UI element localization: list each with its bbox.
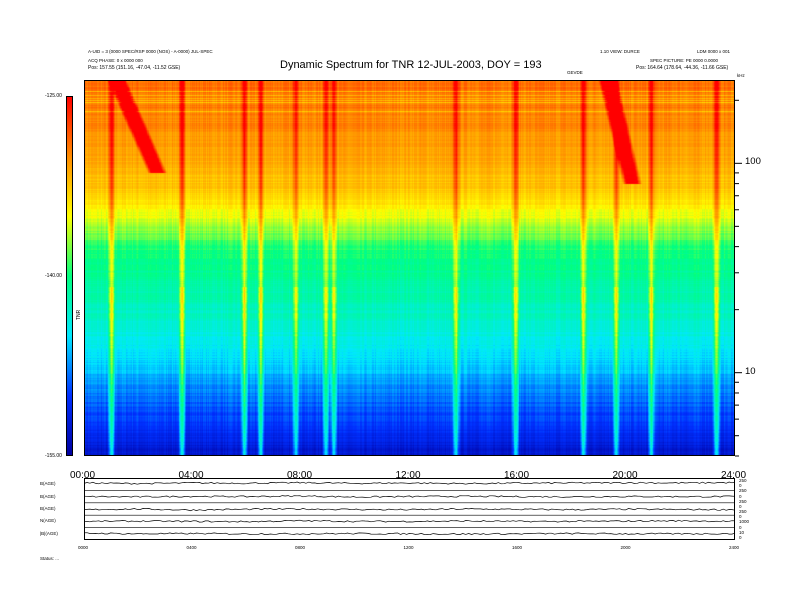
event-marker-label: GEVDE [567,70,583,75]
header-right-position: Pos: 164.64 (178.64, -44.36, -11.66 GSE) [636,65,729,71]
aux-x-tick-label: 0400 [186,545,197,550]
header-left-line1: A-UID = 3 (0000 SPEC/RSP 0000 (NOS) - A-… [88,49,213,54]
aux-x-tick-label: 2400 [729,545,740,550]
aux-series-line [84,495,736,498]
aux-series-line [84,507,736,512]
header-left-position: Pos: 157.55 (151.16, -47.04, -11.52 GSE) [88,65,181,71]
x-tick-label: 08:00 [287,470,313,481]
aux-right-tick-label: 0 [739,514,742,520]
header-right-line2: LDM 0000 x 001 [697,49,731,54]
auxiliary-timeseries-panel [84,478,736,540]
aux-series-label: B(AGE) [40,481,56,487]
aux-right-tick-label: 0 [739,493,742,499]
header-left-line2: ACQ PHASE: 0 x 0000 000 [88,58,143,63]
chart-title: Dynamic Spectrum for TNR 12-JUL-2003, DO… [280,59,542,71]
aux-right-tick-label: 0 [739,534,742,540]
aux-right-tick-label: 0 [739,483,742,489]
x-tick-label: 00:00 [70,470,96,481]
header-right-line3: SPEC PICTURE: PE 0000 0.0000 [650,58,719,63]
aux-series-line [84,481,736,485]
colorbar [66,96,73,456]
aux-series-label: B(AGE) [40,506,56,511]
x-tick-label: 04:00 [178,470,204,481]
x-tick-label: 12:00 [395,470,421,481]
aux-x-tick-label: 0000 [78,545,89,550]
aux-right-tick-label: 0 [739,503,742,509]
aux-right-tick-label: 10 [739,529,745,535]
status-footer: Status: ... [40,556,60,561]
aux-series-line [84,519,736,523]
y-tick-label-100: 100 [745,156,761,168]
x-tick-label: 20:00 [612,470,638,481]
x-tick-label: 24:00 [721,470,747,481]
aux-x-tick-label: 1200 [403,545,414,550]
aux-series-label: B(AGE) [40,493,56,499]
frequency-axis [735,99,742,457]
aux-x-tick-label: 1600 [512,545,523,550]
header-right-line1: 1.10 VIEW: DURCE [600,49,640,54]
colorbar-tick-top: -125.00 [45,93,62,99]
aux-series-line [84,532,736,536]
aux-series-label: |B|(AGE) [40,530,58,536]
aux-right-tick-label: 250 [739,498,747,504]
dynamic-spectrum-heatmap [84,80,735,456]
aux-right-tick-label: 250 [739,478,747,483]
x-tick-label: 16:00 [504,470,530,481]
frequency-unit-label: kHz [737,73,745,78]
aux-right-tick-label: 1000 [739,519,750,525]
aux-panel-frame [84,478,735,540]
colorbar-label: TNR [76,309,82,320]
colorbar-tick-bottom: -155.00 [45,453,62,459]
colorbar-tick-mid: -140.00 [45,273,62,279]
aux-right-tick-label: 0 [739,524,742,530]
aux-right-tick-label: 250 [739,488,747,494]
aux-x-tick-label: 2000 [620,545,631,550]
aux-x-tick-label: 0800 [295,545,306,550]
aux-series-label: N(AGE) [40,518,56,524]
y-tick-label-10: 10 [745,365,756,377]
aux-right-tick-label: 250 [739,509,747,514]
